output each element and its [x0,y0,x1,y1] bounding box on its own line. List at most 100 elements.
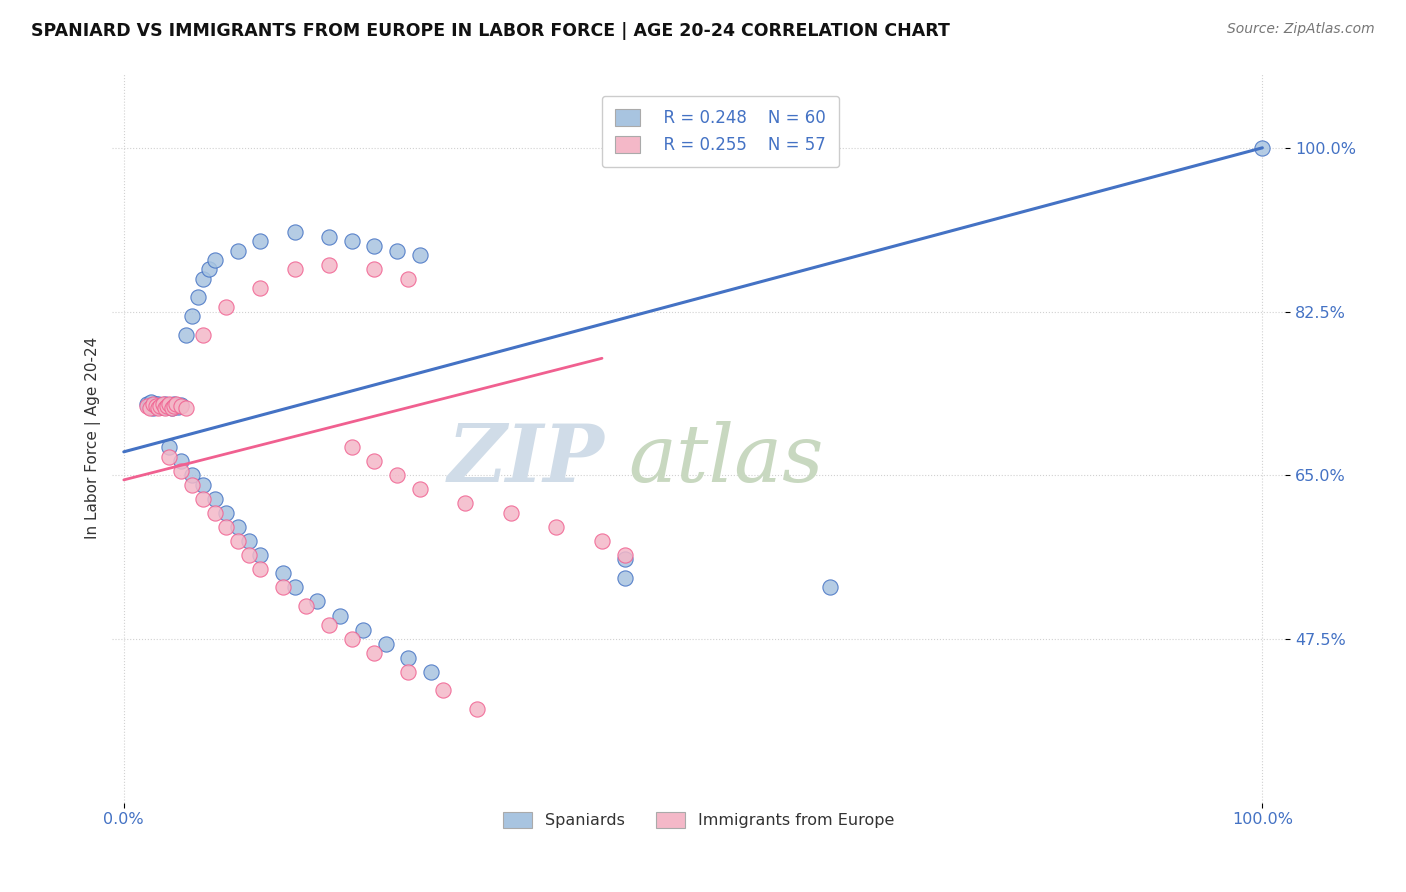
Point [141,398,163,412]
Point [271,581,294,595]
Point [591,533,613,548]
Point [613,552,636,566]
Point [135,399,157,413]
Point [396,650,419,665]
Text: atlas: atlas [628,421,824,499]
Point [181,468,204,483]
Point [204,506,226,520]
Point [145,397,167,411]
Point [204,491,226,506]
Point [432,683,454,698]
Point [318,618,340,632]
Point [138,399,160,413]
Point [139,401,162,415]
Point [238,533,260,548]
Point [176,401,198,415]
Point [613,548,636,562]
Point [181,309,204,323]
Text: ZIP: ZIP [449,421,605,499]
Point [454,496,477,510]
Point [385,468,408,483]
Point [374,637,396,651]
Point [307,594,329,608]
Point [249,281,271,295]
Point [165,399,187,413]
Point [215,519,238,533]
Point [157,398,180,412]
Point [249,548,271,562]
Text: Source: ZipAtlas.com: Source: ZipAtlas.com [1227,22,1375,37]
Point [546,519,568,533]
Point [396,665,419,679]
Point [499,506,522,520]
Point [146,397,169,411]
Point [135,397,157,411]
Point [318,229,340,244]
Point [409,248,432,262]
Point [352,623,374,637]
Point [153,397,176,411]
Point [163,399,186,413]
Point [198,262,221,277]
Point [363,646,385,660]
Point [149,399,172,413]
Point [170,398,193,412]
Point [146,399,169,413]
Point [187,290,209,304]
Point [271,566,294,581]
Point [284,581,307,595]
Point [1251,141,1274,155]
Point [465,702,488,716]
Point [295,599,318,614]
Point [139,395,162,409]
Point [249,562,271,576]
Point [226,244,249,258]
Point [818,581,841,595]
Y-axis label: In Labor Force | Age 20-24: In Labor Force | Age 20-24 [86,336,101,539]
Point [204,253,226,268]
Point [613,571,636,585]
Point [193,272,215,286]
Point [153,401,176,415]
Point [249,235,271,249]
Point [340,632,363,646]
Point [329,608,352,623]
Point [340,440,363,454]
Point [157,440,180,454]
Point [152,397,174,411]
Point [385,244,408,258]
Point [340,235,363,249]
Text: SPANIARD VS IMMIGRANTS FROM EUROPE IN LABOR FORCE | AGE 20-24 CORRELATION CHART: SPANIARD VS IMMIGRANTS FROM EUROPE IN LA… [31,22,950,40]
Point [170,454,193,468]
Point [146,401,169,415]
Point [284,225,307,239]
Point [238,548,260,562]
Point [226,533,249,548]
Point [163,397,186,411]
Point [160,401,183,415]
Point [145,399,167,413]
Point [193,491,215,506]
Point [363,239,385,253]
Point [149,400,172,414]
Point [181,477,204,491]
Point [142,401,165,415]
Point [363,262,385,277]
Point [160,401,183,415]
Legend: Spaniards, Immigrants from Europe: Spaniards, Immigrants from Europe [496,805,901,835]
Point [396,272,419,286]
Point [165,397,187,411]
Point [226,519,249,533]
Point [193,327,215,342]
Point [157,399,180,413]
Point [157,397,180,411]
Point [157,450,180,464]
Point [409,482,432,496]
Point [215,300,238,314]
Point [150,398,173,412]
Point [176,327,198,342]
Point [142,397,165,411]
Point [193,477,215,491]
Point [170,399,193,413]
Point [156,399,179,413]
